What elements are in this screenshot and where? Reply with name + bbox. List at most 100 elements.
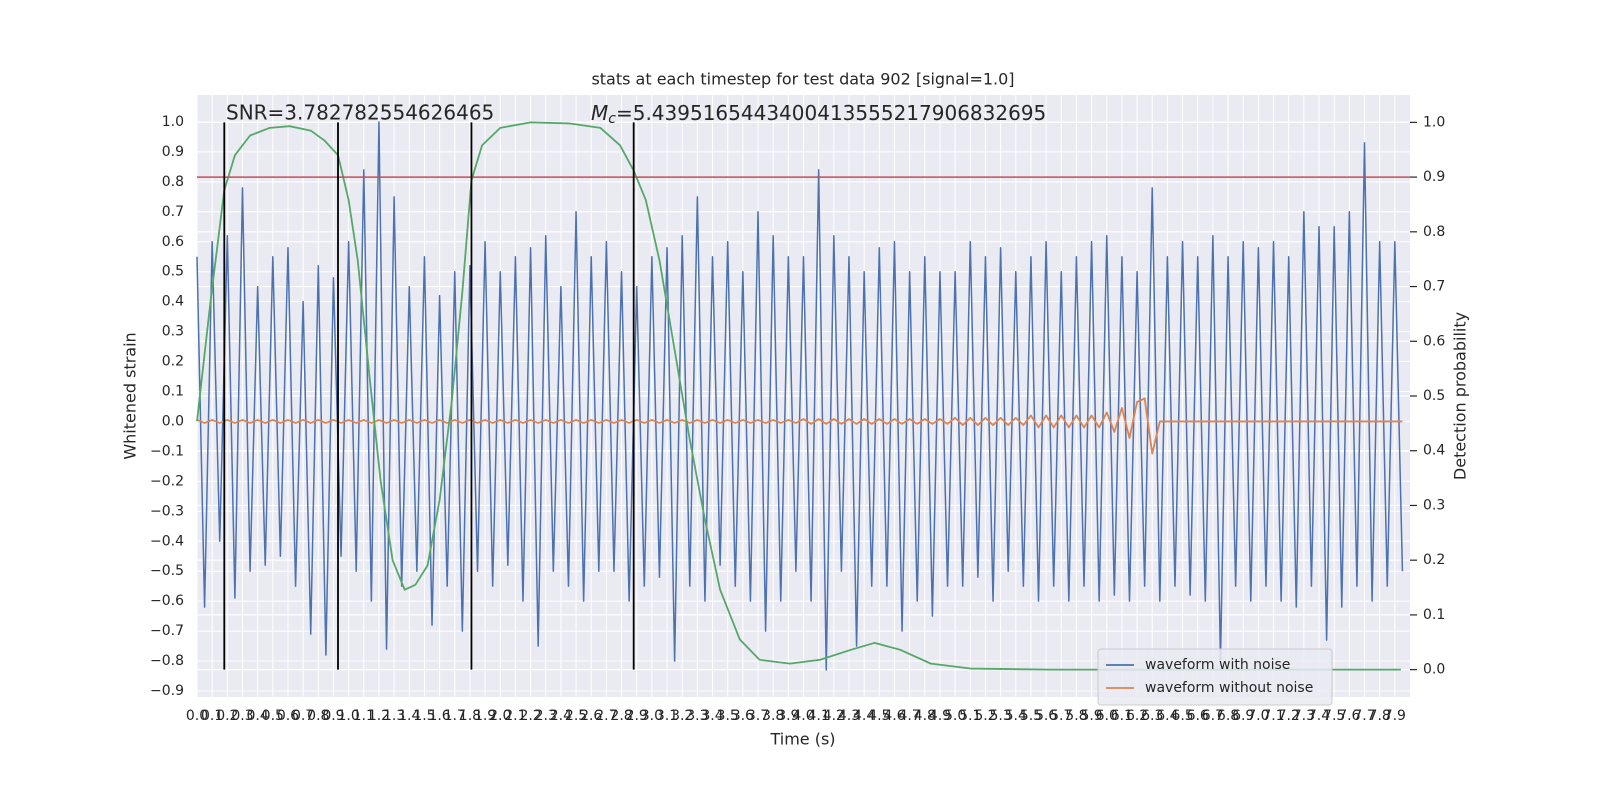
x-tick-label: 2.3 xyxy=(535,708,557,724)
x-tick-label: 3.6 xyxy=(732,708,754,724)
x-tick-label: 6.5 xyxy=(1171,708,1193,724)
x-tick-label: 2.2 xyxy=(519,708,541,724)
x-tick-label: 5.7 xyxy=(1050,708,1072,724)
y-tick-label: −0.9 xyxy=(150,683,184,699)
y2-tick-label: 0.1 xyxy=(1423,607,1445,623)
annotation: SNR=3.782782554626465 xyxy=(226,101,494,125)
y-tick-label: 0.2 xyxy=(162,354,184,370)
x-tick-label: 7.0 xyxy=(1247,708,1269,724)
y2-tick-label: 0.3 xyxy=(1423,497,1445,513)
legend-label: waveform without noise xyxy=(1145,680,1313,696)
y-tick-label: 1.0 xyxy=(162,114,184,130)
x-tick-label: 3.1 xyxy=(656,708,678,724)
x-tick-label: 4.0 xyxy=(792,708,814,724)
legend-box xyxy=(1097,648,1333,706)
x-tick-label: 3.0 xyxy=(641,708,663,724)
x-tick-label: 4.9 xyxy=(929,708,951,724)
y-tick-label: 0.1 xyxy=(162,384,184,400)
x-tick-label: 6.4 xyxy=(1156,708,1178,724)
y2-tick-label: 0.7 xyxy=(1423,279,1445,295)
x-tick-label: 1.9 xyxy=(474,708,496,724)
y-tick-label: −0.7 xyxy=(150,623,184,639)
x-tick-label: 0.5 xyxy=(262,708,284,724)
x-tick-label: 2.5 xyxy=(565,708,587,724)
x-tick-label: 6.6 xyxy=(1187,708,1209,724)
x-tick-label: 0.7 xyxy=(292,708,314,724)
series-line xyxy=(196,397,1403,455)
y-tick-label: 0.8 xyxy=(162,174,184,190)
x-tick-label: 4.4 xyxy=(853,708,875,724)
annotation: Mc=5.4395165443400413555217906832695 xyxy=(591,101,1046,128)
x-tick-label: 5.8 xyxy=(1065,708,1087,724)
x-tick-label: 6.3 xyxy=(1141,708,1163,724)
y-axis-label: Whitened strain xyxy=(121,332,140,459)
x-tick-label: 4.1 xyxy=(808,708,830,724)
x-tick-label: 5.0 xyxy=(944,708,966,724)
x-tick-label: 3.9 xyxy=(777,708,799,724)
x-tick-label: 1.5 xyxy=(413,708,435,724)
y-tick-label: 0.3 xyxy=(162,324,184,340)
y-tick-label: 0.7 xyxy=(162,204,184,220)
y2-axis-label: Detection probability xyxy=(1451,312,1470,480)
y-tick-label: 0.6 xyxy=(162,234,184,250)
y-tick-label: 0.0 xyxy=(162,413,184,429)
x-tick-label: 1.0 xyxy=(337,708,359,724)
x-tick-label: 0.8 xyxy=(307,708,329,724)
series-line xyxy=(196,121,1404,671)
y2-tick-label: 0.4 xyxy=(1423,443,1445,459)
chart-title: stats at each timestep for test data 902… xyxy=(591,70,1014,89)
x-tick-label: 5.6 xyxy=(1035,708,1057,724)
x-tick-label: 3.8 xyxy=(762,708,784,724)
y2-tick-label: 0.8 xyxy=(1423,224,1445,240)
x-tick-label: 7.2 xyxy=(1278,708,1300,724)
x-tick-label: 6.8 xyxy=(1217,708,1239,724)
axes: 0.00.10.20.30.40.50.60.70.80.91.01.11.21… xyxy=(150,114,1445,724)
y-tick-label: 0.5 xyxy=(162,264,184,280)
x-tick-label: 6.1 xyxy=(1111,708,1133,724)
x-tick-label: 0.2 xyxy=(216,708,238,724)
x-tick-label: 3.7 xyxy=(747,708,769,724)
x-tick-label: 7.9 xyxy=(1384,708,1406,724)
x-tick-label: 6.2 xyxy=(1126,708,1148,724)
x-tick-label: 4.3 xyxy=(838,708,860,724)
x-tick-label: 7.7 xyxy=(1353,708,1375,724)
series-line xyxy=(196,121,1401,671)
x-axis-label: Time (s) xyxy=(769,730,835,749)
y-tick-label: −0.4 xyxy=(150,533,184,549)
x-tick-label: 1.6 xyxy=(428,708,450,724)
y-tick-label: −0.2 xyxy=(150,473,184,489)
x-tick-label: 0.1 xyxy=(201,708,223,724)
x-tick-label: 3.2 xyxy=(671,708,693,724)
x-tick-label: 1.8 xyxy=(459,708,481,724)
x-tick-label: 4.7 xyxy=(899,708,921,724)
x-tick-label: 4.8 xyxy=(914,708,936,724)
annotation-symbol: M xyxy=(591,101,608,125)
x-tick-label: 4.6 xyxy=(883,708,905,724)
x-tick-label: 1.1 xyxy=(353,708,375,724)
y-tick-label: −0.6 xyxy=(150,593,184,609)
x-tick-label: 7.8 xyxy=(1369,708,1391,724)
legend-label: waveform with noise xyxy=(1145,657,1290,673)
x-tick-label: 1.7 xyxy=(444,708,466,724)
x-tick-label: 7.6 xyxy=(1338,708,1360,724)
y2-tick-label: 0.5 xyxy=(1423,388,1445,404)
x-tick-label: 3.3 xyxy=(686,708,708,724)
annotation-value: =5.4395165443400413555217906832695 xyxy=(616,101,1046,125)
x-tick-label: 7.1 xyxy=(1262,708,1284,724)
x-tick-label: 7.4 xyxy=(1308,708,1330,724)
x-tick-label: 5.1 xyxy=(959,708,981,724)
x-tick-label: 6.0 xyxy=(1096,708,1118,724)
x-tick-label: 0.6 xyxy=(277,708,299,724)
annotation-subscript: c xyxy=(608,111,616,127)
x-tick-label: 1.4 xyxy=(398,708,420,724)
x-tick-label: 3.4 xyxy=(701,708,723,724)
x-tick-label: 6.9 xyxy=(1232,708,1254,724)
x-tick-label: 4.2 xyxy=(823,708,845,724)
x-tick-label: 2.9 xyxy=(626,708,648,724)
x-tick-label: 5.2 xyxy=(974,708,996,724)
x-tick-label: 0.4 xyxy=(247,708,269,724)
y2-tick-label: 0.2 xyxy=(1423,552,1445,568)
x-tick-label: 3.5 xyxy=(717,708,739,724)
